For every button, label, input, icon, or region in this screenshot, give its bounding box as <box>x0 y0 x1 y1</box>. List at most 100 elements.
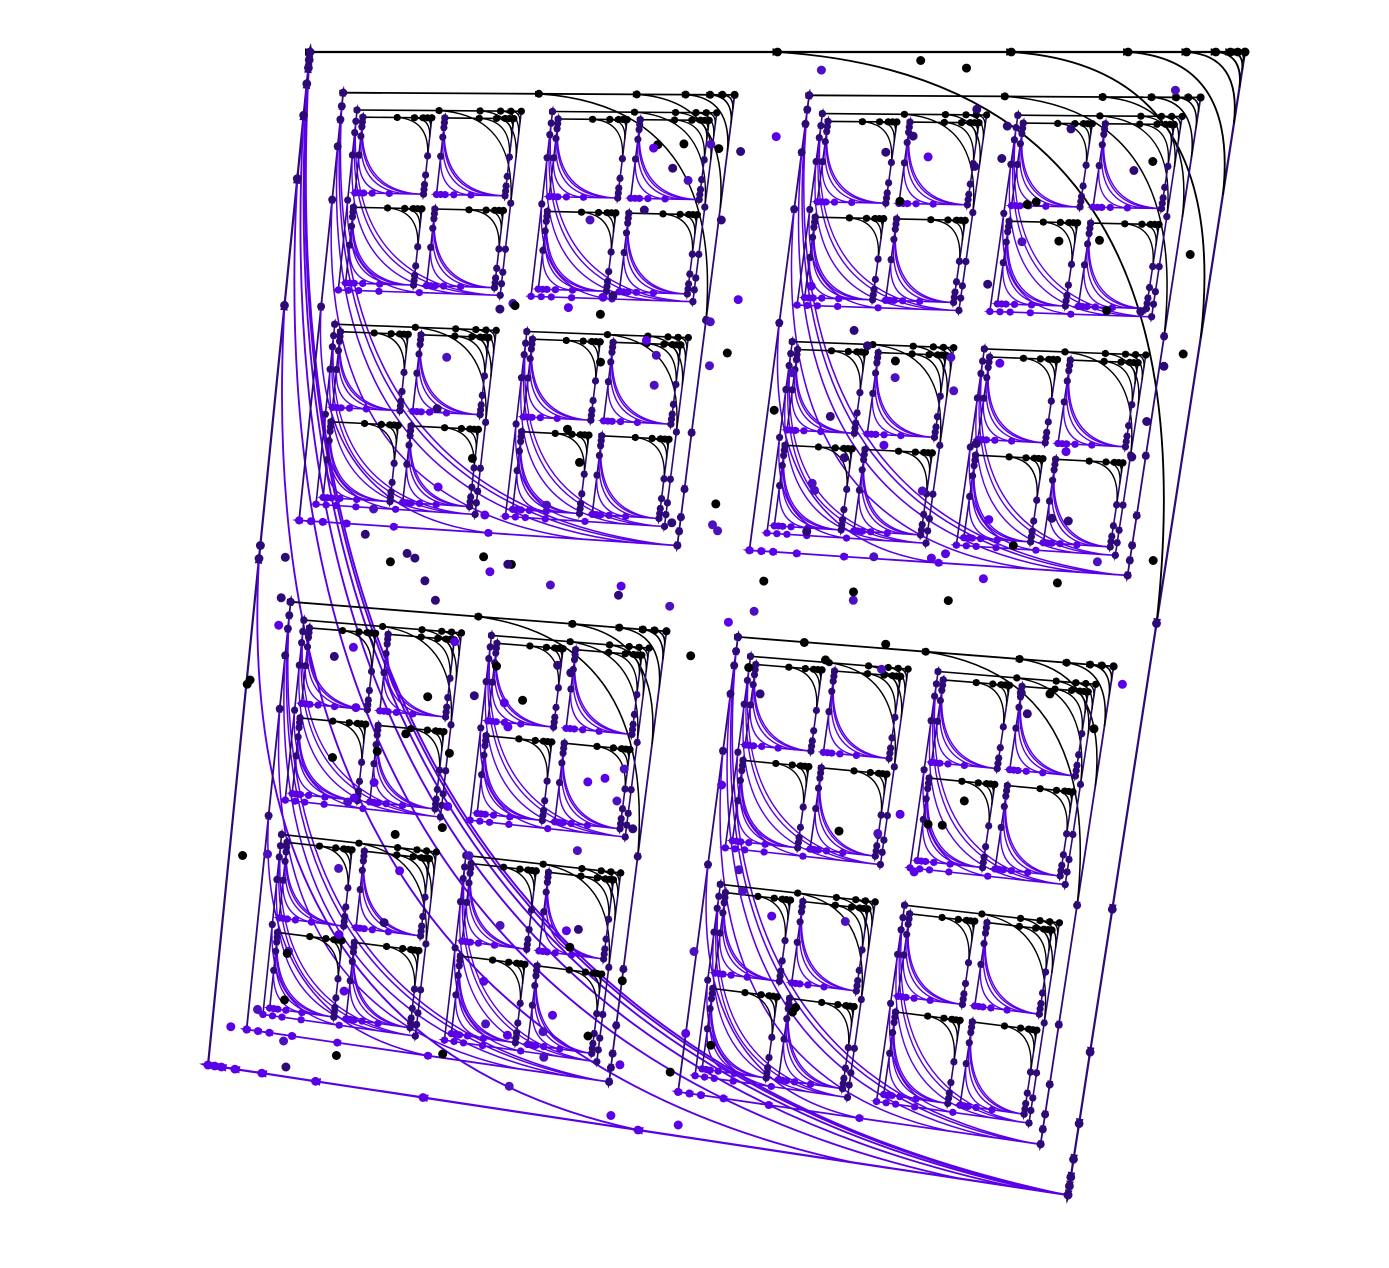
graph-node <box>687 428 696 437</box>
graph-edge <box>291 1035 338 1044</box>
graph-edge <box>206 558 261 1066</box>
graph-edge <box>609 361 655 425</box>
graph-node <box>671 116 679 124</box>
graph-edge <box>386 945 416 990</box>
graph-edge <box>744 991 773 1038</box>
graph-node <box>295 516 304 525</box>
graph-node <box>591 377 600 385</box>
graph-node <box>688 250 696 258</box>
graph-node <box>944 216 952 224</box>
graph-edge <box>516 470 547 513</box>
graph-edge <box>281 833 360 844</box>
graph-node <box>1098 141 1106 149</box>
graph-node <box>769 547 777 556</box>
graph-node <box>394 421 402 429</box>
graph-edge <box>552 110 635 113</box>
graph-edge <box>705 864 860 1119</box>
graph-node <box>551 286 559 294</box>
graph-node <box>801 294 809 302</box>
graph-node <box>1065 1181 1074 1191</box>
graph-edge <box>488 646 616 837</box>
graph-node <box>842 534 851 542</box>
graph-edge <box>796 942 825 988</box>
graph-edge <box>888 1003 953 1113</box>
graph-edge <box>469 727 482 821</box>
graph-node <box>257 1068 267 1078</box>
graph-edge <box>1023 357 1053 402</box>
graph-edge <box>349 980 379 1024</box>
graph-edge <box>849 217 880 260</box>
graph-node <box>553 414 561 423</box>
graph-node <box>332 365 341 374</box>
graph-node <box>1054 119 1062 127</box>
graph-node <box>465 206 473 214</box>
graph-node <box>1016 140 1024 148</box>
graph-edge <box>724 751 739 848</box>
graph-edge <box>444 724 452 771</box>
graph-edge <box>1002 806 1045 875</box>
graph-node <box>422 282 431 290</box>
graph-node <box>893 118 901 126</box>
graph-edge <box>826 126 882 204</box>
graph-edge <box>361 121 420 195</box>
graph-node <box>1170 120 1178 129</box>
graph-node <box>730 90 739 99</box>
graph-node <box>499 206 507 215</box>
graph-edge <box>907 132 959 206</box>
graph-edge <box>638 124 695 201</box>
graph-node <box>958 282 967 290</box>
graph-node <box>929 343 938 351</box>
graph-node <box>776 433 784 441</box>
graph-edge <box>297 736 342 800</box>
graph-edge <box>332 335 466 515</box>
graph-edge <box>555 138 601 199</box>
graph-node <box>833 302 842 310</box>
graph-edge <box>814 808 843 854</box>
graph-node <box>787 349 795 358</box>
graph-node <box>579 193 588 201</box>
graph-node <box>1074 219 1082 227</box>
graph-node <box>672 381 680 389</box>
graph-node <box>1233 47 1243 57</box>
graph-node <box>882 199 890 207</box>
graph-node <box>605 511 613 519</box>
graph-edge <box>694 979 709 1076</box>
graph-edge <box>1052 469 1102 548</box>
graph-node <box>856 389 864 397</box>
graph-node <box>890 235 898 243</box>
graph-edge <box>746 668 871 865</box>
graph-node <box>788 338 796 346</box>
graph-node <box>958 119 966 127</box>
graph-node <box>501 512 509 520</box>
graph-node <box>622 229 631 237</box>
graph-node <box>419 190 428 198</box>
graph-node <box>385 189 393 198</box>
graph-node <box>706 90 715 99</box>
graph-edge <box>358 842 428 945</box>
graph-node <box>407 422 415 430</box>
graph-edge <box>284 710 296 801</box>
graph-edge <box>360 136 407 195</box>
graph-node <box>999 259 1007 267</box>
graph-node <box>203 1060 213 1070</box>
graph-node <box>660 475 668 483</box>
graph-edge <box>824 141 869 204</box>
graph-edge <box>1019 143 1063 208</box>
graph-node <box>578 490 586 498</box>
graph-edge <box>570 641 639 743</box>
graph-edge <box>967 1042 1009 1113</box>
graph-node <box>424 152 432 160</box>
graph-node <box>524 374 532 382</box>
graph-node <box>986 307 994 316</box>
graph-node <box>468 333 476 341</box>
graph-edge <box>972 114 988 213</box>
graph-edge <box>925 650 1081 906</box>
graph-node <box>452 325 460 333</box>
graph-node <box>1136 120 1144 128</box>
graph-node <box>686 270 694 278</box>
graph-edge <box>904 904 983 915</box>
graph-node <box>456 283 465 291</box>
graph-edge <box>520 377 625 525</box>
graph-node <box>633 418 641 427</box>
graph-node <box>811 213 819 221</box>
